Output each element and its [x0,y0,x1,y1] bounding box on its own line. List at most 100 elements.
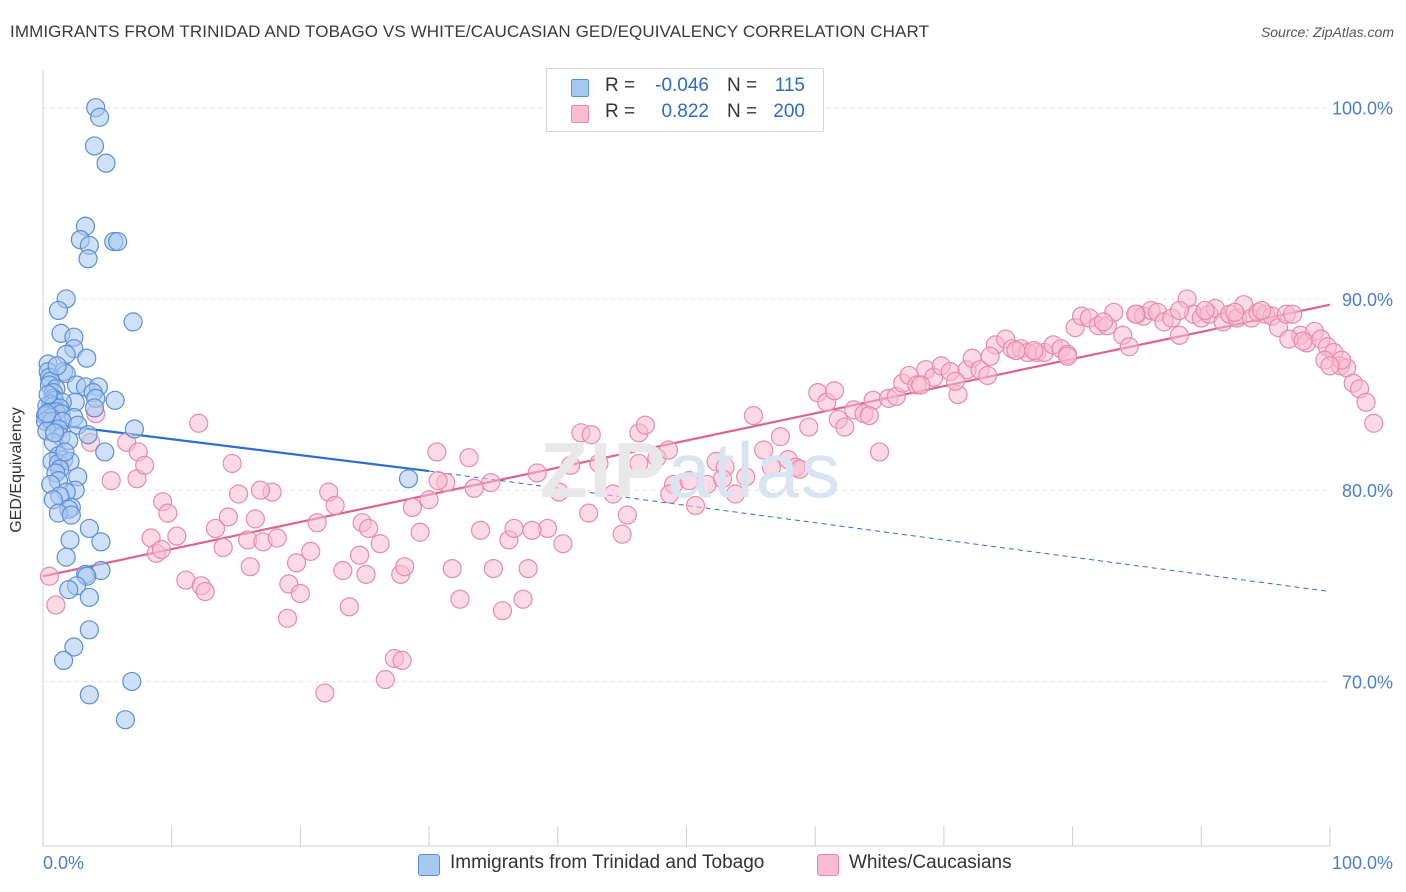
y-tick-label: 80.0% [1342,481,1393,501]
point-whites [277,608,298,628]
point-whites [370,534,390,554]
point-trinidad [122,671,142,692]
legend-n-value: 200 [773,101,805,122]
point-whites [679,471,699,491]
legend-n-label: N = [727,75,758,96]
point-whites [561,455,581,475]
point-whites [356,564,376,584]
point-whites [522,520,542,540]
point-whites [518,558,538,579]
point-trinidad [123,312,143,332]
point-whites [685,495,706,516]
point-whites [1293,331,1313,351]
bottom-legend-label-blue: Immigrants from Trinidad and Tobago [450,852,765,873]
point-whites [549,482,569,502]
point-whites [824,381,845,401]
point-whites [245,509,265,529]
point-trinidad [78,249,98,269]
point-trinidad [84,398,105,418]
point-whites [189,413,209,433]
point-whites [286,553,307,573]
point-whites [1093,312,1114,332]
legend-row-pink: R = 0.822 N = 200 [547,101,823,125]
legend-swatch-pink [571,105,589,123]
point-whites [167,526,187,546]
y-axis-label: GED/Equivalency [8,407,25,533]
point-whites [660,484,680,504]
point-whites [527,463,547,483]
point-whites [1006,340,1026,361]
point-trinidad [79,685,99,705]
point-whites [754,440,774,460]
point-whites [869,442,890,462]
point-whites [195,581,215,602]
y-tick-label: 100.0% [1332,99,1393,119]
point-whites [1024,340,1044,361]
point-whites [229,484,249,504]
point-whites [712,469,733,489]
point-whites [617,505,637,525]
point-whites [945,371,966,391]
source-note: Source: ZipAtlas.com [1260,24,1394,40]
point-whites [1356,392,1376,412]
point-whites [240,557,260,577]
point-whites [1057,346,1078,366]
point-whites [402,497,422,517]
point-trinidad [37,404,57,424]
point-whites [46,595,66,615]
point-whites [770,427,791,447]
point-trinidad [91,532,111,552]
legend-r-value: 0.822 [661,101,709,122]
point-trinidad [96,153,116,173]
point-whites [325,495,345,516]
point-trinidad [48,300,69,321]
point-whites [218,507,238,527]
point-whites [629,453,649,474]
legend-n-value: 115 [774,75,805,96]
point-trinidad [115,710,135,730]
legend-r-label: R = [605,101,636,122]
point-whites [589,453,609,474]
chart-title: IMMIGRANTS FROM TRINIDAD AND TOBAGO VS W… [10,22,930,41]
point-whites [392,650,412,671]
trend-line-trinidad-extension [429,470,1331,593]
point-whites [481,472,501,493]
gridlines [43,107,1330,682]
point-whites [135,455,155,475]
legend-n-label: N = [727,101,758,122]
x-ticks [42,826,1331,846]
point-trinidad [60,530,80,550]
point-whites [222,453,242,474]
points-trinidad-tobago [35,98,419,730]
point-whites [101,471,121,491]
point-trinidad [38,384,58,405]
point-whites [859,406,879,426]
point-whites [911,375,931,395]
trend-lines [42,303,1331,593]
point-whites [725,484,746,504]
legend-r-label: R = [605,75,636,96]
point-trinidad [124,419,144,439]
point-whites [978,365,998,386]
point-whites [339,597,359,617]
bottom-legend-label-pink: Whites/Caucasians [849,852,1012,873]
point-whites [450,589,470,609]
point-whites [736,467,756,487]
point-trinidad [44,423,65,443]
point-trinidad [78,425,98,445]
point-whites [553,534,573,554]
point-whites [1169,300,1190,321]
point-whites [835,417,855,437]
point-whites [350,545,370,565]
point-whites [612,524,632,544]
point-whites [483,558,504,579]
point-whites [743,406,764,426]
point-whites [151,539,172,560]
point-whites [980,346,1000,366]
point-trinidad [95,442,115,462]
point-whites [504,518,524,539]
x-tick-label-min: 0.0% [43,853,84,873]
point-trinidad [55,442,75,462]
point-whites [658,440,679,460]
